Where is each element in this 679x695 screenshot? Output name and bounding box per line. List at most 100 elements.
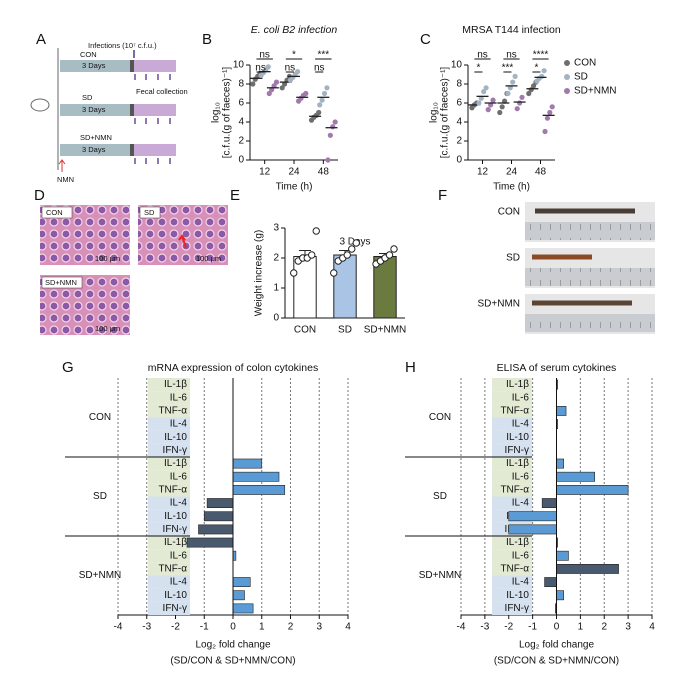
sig-label: *: [476, 63, 480, 74]
row-label: IL-6: [512, 550, 530, 561]
histology: CON 100 μm SD 100 μm SD+NMN 100 μm: [40, 205, 228, 335]
row-band: [492, 443, 532, 457]
x-tick-label: SD: [338, 325, 352, 336]
row-band: [492, 457, 532, 471]
row-band: [492, 562, 532, 576]
y-tick-label: 6: [238, 98, 244, 109]
x-tick-label: -4: [114, 622, 123, 633]
bar: [508, 511, 557, 522]
data-point: [499, 104, 505, 110]
legend-marker: [564, 74, 570, 80]
row-label: TNF-α: [158, 406, 187, 417]
bar: [186, 537, 234, 548]
chart-title: ELISA of serum cytokines: [497, 362, 617, 374]
data-point: [526, 90, 532, 97]
image-label: SD+NMN: [45, 278, 77, 287]
treatment-label: NMN: [57, 175, 74, 184]
group-label: CON: [89, 412, 111, 423]
row-band: [492, 601, 532, 615]
bar: [541, 498, 557, 508]
row-band: [148, 562, 190, 576]
sig-label: ns: [477, 50, 488, 61]
bar: [232, 577, 251, 587]
row-band: [492, 536, 532, 550]
row-band: [492, 417, 532, 431]
bar: [544, 577, 557, 587]
data-point: [330, 124, 336, 130]
row-label: IL-1β: [506, 458, 529, 469]
bar: [206, 498, 234, 508]
row-label: IFN-γ: [505, 603, 529, 614]
row-label: IL-4: [512, 419, 530, 430]
row-band: [148, 496, 190, 510]
data-point: [317, 102, 323, 108]
phase-bar: [60, 144, 130, 156]
x-tick-label: -3: [480, 622, 489, 633]
row-band: [148, 588, 190, 602]
y-axis-label: log₁₀: [429, 102, 440, 123]
row-band: [148, 549, 190, 563]
panel-label: A: [36, 31, 46, 48]
phase-bar: [134, 104, 176, 116]
row-label: TNF-α: [500, 406, 529, 417]
bar: [556, 406, 567, 416]
scale-label: 100 μm: [95, 324, 120, 333]
bar: [203, 511, 234, 522]
row-band: [148, 483, 190, 497]
panel-label: E: [230, 187, 240, 204]
row-band: [492, 575, 532, 589]
phase-bar: [60, 60, 130, 72]
bar: [556, 485, 629, 495]
data-point: [547, 109, 553, 116]
group-label: SD+NMN: [419, 570, 462, 581]
row-label: IL-4: [170, 577, 188, 588]
x-axis-label: Time (h): [276, 182, 313, 193]
y-tick-label: 3: [273, 223, 279, 234]
y-axis-label: [c.f.u.(g of faeces)⁻¹]: [222, 67, 233, 159]
x-tick-label: 0: [230, 622, 236, 633]
scale-label: 100 μm: [196, 254, 221, 263]
data-point: [497, 109, 503, 116]
row-label: IL-1β: [506, 537, 529, 548]
data-point: [352, 239, 360, 247]
sig-label: ns: [285, 63, 296, 74]
row-band: [148, 470, 190, 484]
legend-label: SD+NMN: [574, 86, 617, 97]
data-point: [481, 89, 487, 95]
bar: [232, 603, 254, 614]
y-tick-label: 0: [238, 155, 244, 166]
data-point: [505, 90, 511, 97]
collection-label: Fecal collection: [136, 87, 188, 96]
bar: [508, 524, 557, 535]
row-band: [492, 588, 532, 602]
group-label: CON: [80, 50, 97, 59]
row-label: IL-6: [512, 471, 530, 482]
sig-label: ns: [255, 63, 266, 74]
phase-bar: [130, 60, 134, 72]
row-band: [492, 378, 532, 392]
data-point: [321, 90, 328, 97]
bar: [556, 458, 564, 469]
x-axis-label: Log₂ fold change: [195, 640, 270, 651]
data-point: [279, 85, 285, 91]
label-box: [139, 206, 161, 219]
y-tick-label: 2: [456, 136, 462, 147]
data-point: [312, 227, 320, 235]
row-label: IL-10: [506, 432, 529, 443]
row-label: TNF-α: [158, 485, 187, 496]
x-axis-label: (SD/CON & SD+NMN/CON): [494, 656, 619, 667]
panel-label: H: [405, 359, 416, 376]
row-band: [148, 378, 190, 392]
data-point: [476, 100, 482, 106]
row-band: [148, 601, 190, 615]
data-point: [539, 73, 545, 79]
group-label: SD: [82, 93, 93, 102]
panel-label: G: [62, 359, 74, 376]
data-point: [327, 132, 333, 138]
x-tick-label: -3: [142, 622, 151, 633]
ruler: [525, 222, 655, 240]
collection-ticks: [134, 118, 171, 124]
y-axis-label: [c.f.u.(g of faeces)⁻¹]: [440, 67, 451, 159]
row-label: IL-1β: [164, 379, 187, 390]
arrow: [178, 234, 187, 249]
